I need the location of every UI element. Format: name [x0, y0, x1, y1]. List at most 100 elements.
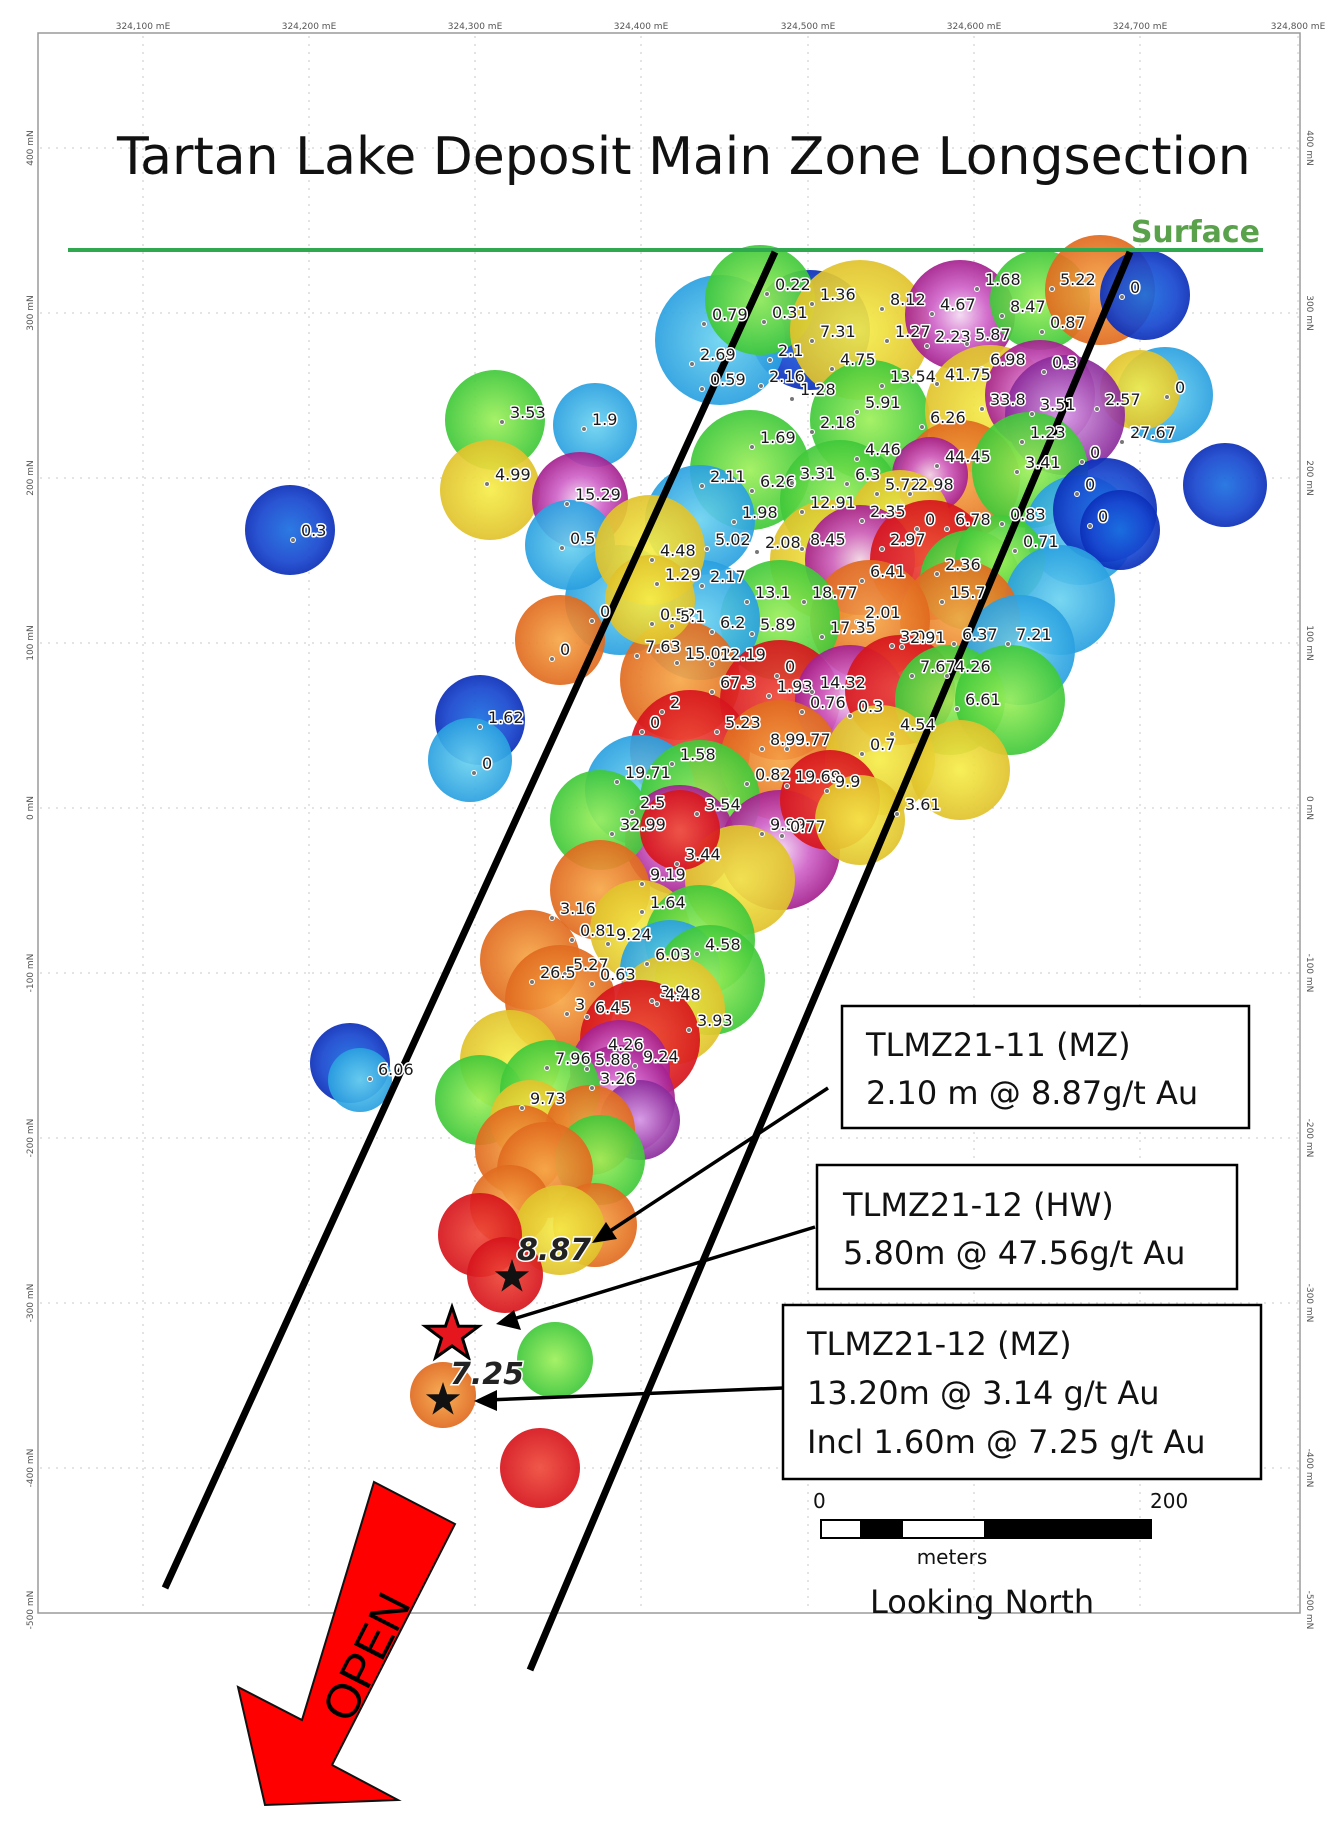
grade-label: 0.81: [580, 921, 616, 940]
grade-label: 12.91: [810, 493, 856, 512]
grade-label: 67.3: [720, 673, 756, 692]
grade-label: 9.24: [643, 1047, 679, 1066]
grade-label: 1.68: [985, 270, 1021, 289]
northing-tick-right: 100 mN: [1304, 625, 1314, 661]
grade-label: 4.75: [840, 350, 876, 369]
grade-label: 0.87: [1050, 313, 1086, 332]
grade-label: 5.02: [715, 530, 751, 549]
grade-label: 6.06: [378, 1060, 414, 1079]
grade-label: 0: [560, 640, 570, 659]
grade-label: 0.71: [1023, 532, 1059, 551]
grade-label: 3.04: [900, 627, 936, 646]
grade-label: 3.9: [660, 982, 685, 1001]
northing-tick-left: 300 mN: [26, 295, 36, 331]
callout-box-tlmz21-12-hw: TLMZ21-12 (HW) 5.80m @ 47.56g/t Au: [815, 1163, 1239, 1291]
grade-label: 2.91: [910, 628, 946, 647]
grade-label: 3.44: [685, 845, 721, 864]
callout-box-tlmz21-11: TLMZ21-11 (MZ) 2.10 m @ 8.87g/t Au: [840, 1004, 1251, 1130]
grade-label: 1.93: [777, 677, 813, 696]
grade-label: 6.3: [855, 465, 880, 484]
callout-line: 13.20m @ 3.14 g/t Au: [807, 1374, 1160, 1412]
northing-tick-right: 400 mN: [1304, 130, 1314, 166]
grade-label: 15.7: [950, 583, 986, 602]
northing-tick-left: 200 mN: [26, 460, 36, 496]
northing-tick-right: -400 mN: [1304, 1449, 1314, 1488]
northing-tick-labels-right: 400 mN 300 mN 200 mN 100 mN 0 mN -100 mN -200 …: [1304, 130, 1314, 1629]
callout-line: 2.10 m @ 8.87g/t Au: [866, 1074, 1198, 1112]
callout-title: TLMZ21-12 (MZ): [806, 1325, 1072, 1363]
grade-label: 7.63: [645, 637, 681, 656]
pierce-point-star-tlmz21-12-hw: [420, 1302, 484, 1362]
grade-label: 5.23: [725, 713, 761, 732]
zone-boundary-foot-wall: [526, 250, 1134, 1672]
grade-label: 1.9: [592, 410, 617, 429]
map-title: Tartan Lake Deposit Main Zone Longsectio…: [116, 127, 1251, 187]
grade-label: 7.96: [555, 1049, 591, 1068]
grade-label: 2.08: [765, 533, 801, 552]
grade-label: 4.67: [940, 295, 976, 314]
grade-label: 2: [670, 693, 680, 712]
grade-label: 1.64: [650, 893, 686, 912]
grade-label: 19.69: [795, 767, 841, 786]
grade-label: 14.32: [820, 673, 866, 692]
callout-line: Incl 1.60m @ 7.25 g/t Au: [807, 1423, 1206, 1461]
surface-label: Surface: [1131, 215, 1260, 250]
grade-label: 1.28: [800, 380, 836, 399]
grade-label: 2.35: [870, 502, 906, 521]
grade-label: 4.26: [608, 1035, 644, 1054]
easting-tick: 324,200 mE: [282, 22, 337, 32]
grade-label: 15.02: [685, 644, 731, 663]
callout-title: TLMZ21-11 (MZ): [865, 1026, 1131, 1064]
grade-label: 6.26: [930, 408, 966, 427]
grade-label: 0: [785, 657, 795, 676]
grade-label: 3.41: [1025, 453, 1061, 472]
northing-tick-left: -300 mN: [26, 1284, 36, 1323]
grade-label: 0.79: [712, 305, 748, 324]
grade-label: 2.97: [890, 530, 926, 549]
easting-tick: 324,100 mE: [116, 22, 171, 32]
grade-label: 1.58: [680, 745, 716, 764]
grade-label: 9.9: [835, 772, 860, 791]
grade-label: 1.98: [742, 503, 778, 522]
grade-label: 5.72: [885, 475, 921, 494]
grade-label: 2.01: [865, 603, 901, 622]
grade-label: 1.69: [760, 428, 796, 447]
northing-tick-right: -500 mN: [1304, 1591, 1314, 1630]
grade-label: 2.5: [640, 793, 665, 812]
grade-label: 6.78: [955, 510, 991, 529]
pierce-point-star-tlmz21-12-mz: [425, 1382, 461, 1415]
grade-label: 2.16: [769, 367, 805, 386]
view-direction-label: Looking North: [870, 1583, 1094, 1621]
grade-label: 2.57: [1105, 390, 1141, 409]
grade-label: 0: [482, 754, 492, 773]
grade-label: 0.59: [710, 370, 746, 389]
scale-start: 0: [813, 1489, 826, 1513]
easting-tick: 324,600 mE: [947, 22, 1002, 32]
grade-label: 0: [925, 510, 935, 529]
grade-label: 2.18: [820, 413, 856, 432]
grade-label: 8.99: [770, 730, 806, 749]
grade-label: 2.36: [945, 555, 981, 574]
scale-unit: meters: [917, 1545, 988, 1569]
grade-label: 8.47: [1010, 297, 1046, 316]
grade-label: 5.89: [760, 615, 796, 634]
grade-label: 6.45: [595, 998, 631, 1017]
grade-label: 7.21: [1016, 625, 1052, 644]
grade-label: 3.53: [510, 403, 546, 422]
grade-label: 1.36: [820, 285, 856, 304]
grade-label: 4.46: [865, 440, 901, 459]
grade-label: 2.17: [710, 567, 746, 586]
grade-label: 17.35: [830, 618, 876, 637]
grade-label: 0.3: [858, 697, 883, 716]
grade-label: 0: [600, 602, 610, 621]
grade-label: 5.22: [1060, 270, 1096, 289]
northing-tick-right: 0 mN: [1304, 796, 1314, 820]
grade-label: 0: [1098, 507, 1108, 526]
grade-label: 33.8: [990, 390, 1026, 409]
grade-label: 4.26: [955, 657, 991, 676]
grade-label: 6.37: [962, 625, 998, 644]
grade-label: 12.19: [720, 645, 766, 664]
grade-labels: 0.22 1.36 8.12 4.67 1.68 5.22 0 0.79 0.31 8.47 7.3…: [290, 269, 1187, 1111]
grade-label: 8.12: [890, 290, 926, 309]
